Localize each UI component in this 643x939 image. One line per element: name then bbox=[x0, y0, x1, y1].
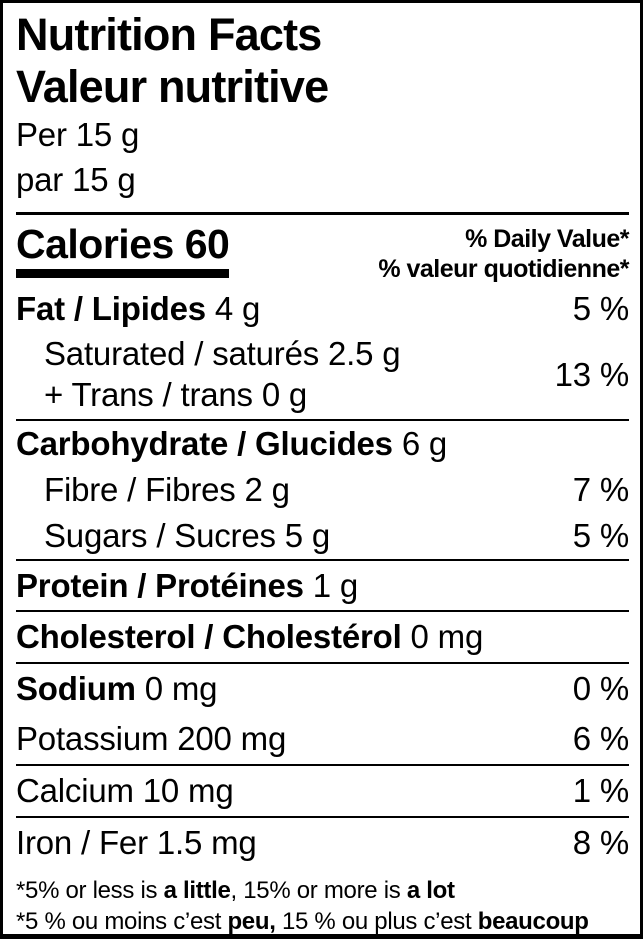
daily-value-header: % Daily Value* % valeur quotidienne* bbox=[378, 222, 629, 284]
row-trans: + Trans / trans 0 g bbox=[16, 375, 400, 416]
row-cholesterol: Cholesterol / Cholestérol 0 mg bbox=[16, 612, 629, 662]
nutrient-label: Fibre / Fibres 2 g bbox=[16, 469, 290, 512]
footnote-text: 15 % ou plus c’est bbox=[275, 908, 478, 936]
daily-value-header-fr: % valeur quotidienne* bbox=[378, 254, 629, 283]
nutrient-name: Sugars / Sucres bbox=[44, 516, 276, 554]
row-iron: Iron / Fer 1.5 mg 8 % bbox=[16, 818, 629, 868]
title-en: Nutrition Facts bbox=[16, 9, 322, 60]
daily-value: 0 % bbox=[572, 670, 629, 708]
nutrient-amount: 0 mg bbox=[144, 670, 218, 708]
nutrient-amount: 2.5 g bbox=[328, 335, 401, 373]
separator bbox=[16, 418, 629, 421]
daily-value: 6 % bbox=[572, 720, 629, 758]
nutrient-label: Protein / Protéines 1 g bbox=[16, 565, 358, 608]
footnote-text: , 15% or more is bbox=[230, 876, 407, 904]
nutrient-label: Sugars / Sucres 5 g bbox=[16, 515, 330, 558]
nutrient-name: Protein / Protéines bbox=[16, 566, 304, 604]
nutrient-name: Carbohydrate / Glucides bbox=[16, 424, 393, 462]
nutrient-name: Potassium bbox=[16, 720, 169, 758]
nutrient-amount: 6 g bbox=[401, 424, 448, 462]
footnote-bold: a little bbox=[163, 876, 231, 904]
daily-value: 1 % bbox=[572, 772, 629, 810]
nutrient-amount: 200 mg bbox=[177, 720, 287, 758]
row-carbohydrate: Carbohydrate / Glucides 6 g bbox=[16, 421, 629, 467]
nutrient-amount: 0 g bbox=[261, 375, 308, 413]
daily-value: 5 % bbox=[572, 516, 629, 554]
nutrient-name: Calcium bbox=[16, 772, 134, 810]
footnote-bold: beaucoup bbox=[477, 908, 589, 936]
nutrient-name: Iron / Fer bbox=[16, 823, 148, 861]
nutrient-amount: 4 g bbox=[214, 290, 261, 328]
nutrient-name: Saturated / saturés bbox=[44, 335, 320, 373]
calories-block: Calories 60 bbox=[16, 221, 230, 279]
row-fibre: Fibre / Fibres 2 g 7 % bbox=[16, 467, 629, 513]
calories-header-section: Calories 60 % Daily Value* % valeur quot… bbox=[16, 215, 629, 284]
row-saturated-trans-group: Saturated / saturés 2.5 g + Trans / tran… bbox=[16, 334, 629, 419]
footnote-text: *5 % ou moins c’est bbox=[16, 908, 228, 936]
footnote-bold: a lot bbox=[406, 876, 455, 904]
nutrient-amount: 1 g bbox=[312, 566, 359, 604]
separator bbox=[16, 558, 629, 561]
footnote-bold: peu, bbox=[227, 908, 276, 936]
footnote-fr: *5 % ou moins c’est peu, 15 % ou plus c’… bbox=[16, 906, 629, 936]
daily-value: 8 % bbox=[572, 823, 629, 861]
nutrient-label: Calcium 10 mg bbox=[16, 770, 234, 813]
separator bbox=[16, 610, 629, 613]
daily-value: 7 % bbox=[572, 470, 629, 508]
row-sugars: Sugars / Sucres 5 g 5 % bbox=[16, 513, 629, 559]
daily-value: 13 % bbox=[554, 355, 630, 393]
nutrient-label: Cholesterol / Cholestérol 0 mg bbox=[16, 616, 483, 659]
daily-value-header-en: % Daily Value* bbox=[465, 225, 629, 254]
nutrient-name: Sodium bbox=[16, 670, 136, 708]
calories-word: Calories bbox=[16, 221, 174, 268]
nutrient-label: Iron / Fer 1.5 mg bbox=[16, 822, 257, 865]
nutrient-label: Carbohydrate / Glucides 6 g bbox=[16, 423, 447, 466]
daily-value: 5 % bbox=[572, 290, 629, 328]
nutrient-label: Sodium 0 mg bbox=[16, 668, 218, 711]
footnote-text: *5% or less is bbox=[16, 876, 164, 904]
row-protein: Protein / Protéines 1 g bbox=[16, 561, 629, 611]
separator bbox=[16, 815, 629, 818]
calories-text: Calories 60 bbox=[16, 221, 230, 268]
nutrient-name: Fibre / Fibres bbox=[44, 470, 236, 508]
serving-size-en: Per 15 g bbox=[16, 116, 140, 154]
nutrient-amount: 2 g bbox=[244, 470, 290, 508]
nutrient-amount: 10 mg bbox=[142, 772, 234, 810]
nutrient-amount: 1.5 mg bbox=[156, 823, 257, 861]
row-sodium: Sodium 0 mg 0 % bbox=[16, 664, 629, 714]
row-potassium: Potassium 200 mg 6 % bbox=[16, 714, 629, 764]
nutrient-name: Cholesterol / Cholestérol bbox=[16, 618, 402, 656]
separator bbox=[16, 662, 629, 665]
nutrient-amount: 0 mg bbox=[410, 618, 484, 656]
calories-value: 60 bbox=[184, 221, 230, 268]
serving-size-fr: par 15 g bbox=[16, 161, 136, 199]
header-divider bbox=[16, 212, 629, 216]
calories-underline-bar bbox=[16, 269, 230, 279]
nutrient-label: Fat / Lipides 4 g bbox=[16, 288, 260, 331]
saturated-trans-lines: Saturated / saturés 2.5 g + Trans / tran… bbox=[16, 334, 401, 416]
row-saturated: Saturated / saturés 2.5 g bbox=[16, 334, 401, 375]
separator bbox=[16, 764, 629, 767]
row-calcium: Calcium 10 mg 1 % bbox=[16, 766, 629, 816]
title-fr: Valeur nutritive bbox=[16, 61, 329, 113]
nutrient-label: Potassium 200 mg bbox=[16, 718, 286, 761]
nutrient-name: + Trans / trans bbox=[44, 375, 253, 413]
row-fat: Fat / Lipides 4 g 5 % bbox=[16, 284, 629, 334]
footnote-en: *5% or less is a little, 15% or more is … bbox=[16, 875, 629, 906]
nutrient-amount: 5 g bbox=[284, 516, 331, 554]
nutrient-name: Fat / Lipides bbox=[16, 290, 206, 328]
